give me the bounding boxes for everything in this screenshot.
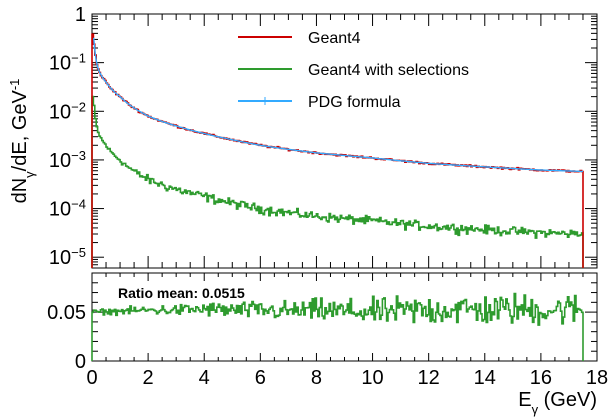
bottom-plot-area [91, 292, 584, 361]
legend: Geant4 Geant4 with selections PDG formul… [238, 30, 469, 111]
series-pdg-formula [93, 37, 583, 173]
x-tick-label: 2 [143, 367, 154, 389]
x-tick-label: 12 [418, 367, 440, 389]
x-tick-label: 4 [199, 367, 210, 389]
top-y-tick-label: 10−4 [49, 196, 86, 221]
series-ratio [91, 292, 584, 361]
bottom-axis-ticks: 0 2 4 6 8 10 12 14 16 18 0 0.05 [47, 273, 608, 389]
ratio-annotation: Ratio mean: 0.0515 [118, 285, 245, 301]
x-tick-label: 16 [530, 367, 552, 389]
x-tick-label: 8 [311, 367, 322, 389]
x-tick-label: 6 [255, 367, 266, 389]
bottom-y-tick-label: 0 [75, 351, 86, 373]
top-axis-ticks: 1 10−1 10−2 10−3 10−4 10−5 [49, 4, 598, 270]
legend-label-geant4: Geant4 [308, 30, 361, 47]
x-tick-label: 10 [361, 367, 383, 389]
x-axis-label: Eγ (GeV) [518, 389, 597, 417]
series-geant4-with-selections [91, 95, 584, 268]
top-y-tick-label: 1 [75, 4, 86, 26]
top-plot-area [91, 33, 584, 268]
x-tick-label: 0 [86, 367, 97, 389]
top-y-axis-label: dNγ/dE, GeV-1 [7, 79, 37, 204]
x-tick-label: 14 [474, 367, 496, 389]
top-y-tick-label: 10−1 [49, 50, 86, 75]
top-y-tick-label: 10−3 [49, 147, 86, 172]
x-tick-label: 18 [586, 367, 608, 389]
bottom-y-tick-label: 0.05 [47, 302, 86, 324]
top-y-tick-label: 10−2 [49, 99, 86, 124]
legend-label-pdg: PDG formula [308, 94, 401, 111]
legend-label-geant4-selections: Geant4 with selections [308, 62, 469, 79]
top-y-tick-label: 10−5 [49, 245, 86, 270]
